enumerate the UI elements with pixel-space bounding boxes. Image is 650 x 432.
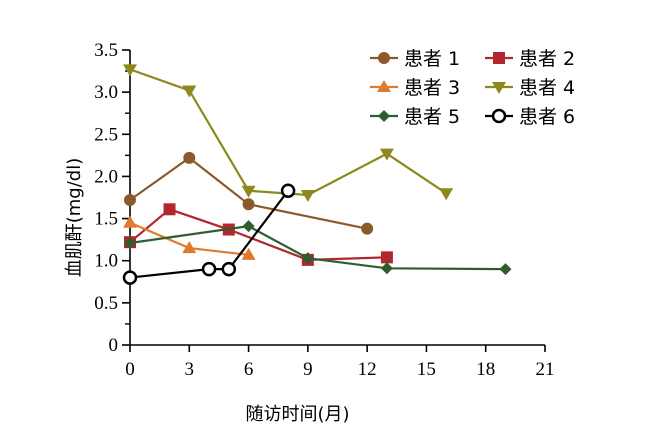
legend-swatch-marker [492,82,506,94]
data-point [379,148,394,161]
data-point [182,241,197,254]
series-5 [124,220,512,276]
legend-item-1: 患者 1 [370,48,460,70]
data-point [361,222,374,235]
legend-swatch-marker [493,52,505,64]
legend-swatch-marker [378,110,390,122]
legend-item-4: 患者 4 [485,77,575,99]
y-tick-label: 3.5 [94,40,118,61]
legend-item-5: 患者 5 [370,106,460,128]
legend-swatch-marker [377,80,391,92]
y-tick-label: 1.5 [94,209,118,230]
legend-item-3: 患者 3 [370,77,460,99]
series-4 [123,64,454,202]
series-line [129,190,289,279]
data-point [242,198,255,211]
data-point [439,188,454,201]
y-tick-label: 2.0 [94,166,118,187]
data-point [242,220,255,233]
series-line [129,68,447,197]
data-point [201,261,217,277]
y-tick-label: 2.5 [94,124,118,145]
legend-swatch-marker [378,52,390,64]
data-point [241,247,256,260]
x-tick-label: 15 [417,359,436,380]
series-6 [122,183,296,285]
x-tick-label: 9 [303,359,313,380]
legend-item-6: 患者 6 [485,106,575,128]
x-tick-label: 12 [358,359,377,380]
y-tick-label: 3.0 [94,82,118,103]
y-axis-label: 血肌酐(mg/dl) [64,158,85,278]
axes: 0 3 6 9 12 15 18 21 0 0.5 1.0 1.5 2.0 2.5 3.0 3.5 随访时间(月… [64,40,555,425]
x-tick-label: 3 [185,359,195,380]
data-point [241,185,256,198]
legend: 患者 1 患者 2 患者 3 患者 4 患者 5 患者 6 [370,48,575,128]
data-point [380,262,393,275]
y-tick-label: 0.5 [94,293,118,314]
x-tick-label: 6 [244,359,254,380]
data-point [183,151,196,164]
legend-label: 患者 2 [519,48,575,70]
y-tick-label: 1.0 [94,251,118,272]
data-point [280,183,296,199]
x-tick-label: 0 [125,359,135,380]
x-tick-label: 21 [536,359,555,380]
series-2 [124,203,393,266]
series-layer [122,64,512,285]
series-line [129,208,387,261]
data-point [301,252,314,265]
data-point [221,261,237,277]
y-tick-label: 0 [109,335,119,356]
series-3 [123,215,256,260]
legend-label: 患者 4 [519,77,575,99]
x-tick-label: 18 [476,359,495,380]
legend-label: 患者 6 [519,106,575,128]
data-point [124,194,136,207]
data-point [122,270,138,285]
legend-label: 患者 1 [404,48,460,70]
data-point [124,237,136,250]
data-point [123,64,137,77]
data-point [182,85,197,98]
data-point [123,215,137,228]
legend-label: 患者 5 [404,106,460,128]
data-point [163,203,176,216]
legend-label: 患者 3 [404,77,460,99]
series-1 [124,151,374,235]
x-axis-label: 随访时间(月) [245,404,349,425]
legend-swatch-marker [491,108,507,124]
data-point [300,189,315,202]
data-point [499,263,512,276]
data-point [380,251,393,264]
series-line [129,156,368,230]
legend-item-2: 患者 2 [485,48,575,70]
